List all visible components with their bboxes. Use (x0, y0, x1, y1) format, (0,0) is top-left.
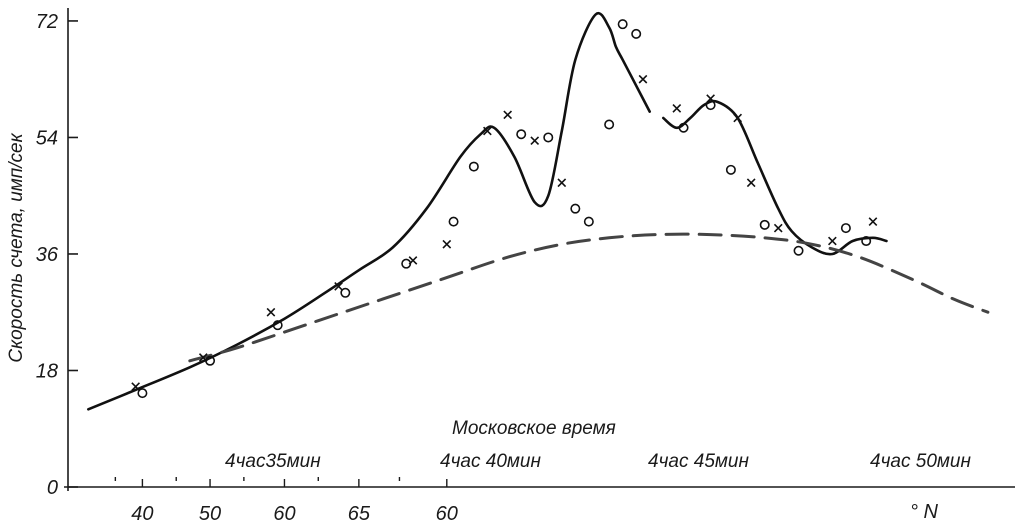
x-tick-label: 40 (131, 503, 153, 525)
solid-curve-2 (662, 99, 888, 256)
cross-point (773, 223, 783, 233)
circle-point (570, 203, 581, 214)
circle-point (759, 219, 770, 230)
time-label: 4час 50мин (870, 451, 971, 472)
circle-point (448, 216, 459, 227)
time-label: 4час35мин (225, 451, 321, 472)
cross-point (557, 178, 567, 188)
cross-point (827, 236, 837, 246)
x-axis-label: ° N (910, 501, 939, 523)
plot-area: 0 18 36 54 72 40 50 60 65 60 (36, 8, 1015, 525)
y-tick-label: 0 (47, 477, 58, 499)
cross-point (746, 178, 756, 188)
cross-point (198, 353, 208, 362)
circle-point (583, 216, 594, 227)
circle-point (840, 223, 851, 234)
circle-point (137, 388, 148, 399)
cross-point (334, 281, 343, 291)
y-tick-label: 36 (36, 244, 59, 266)
circle-point (705, 100, 716, 111)
circle-point (340, 287, 351, 298)
circle-point (725, 164, 736, 175)
cross-point (442, 239, 452, 249)
y-axis-label: Скорость счета, имп/сек (6, 132, 27, 362)
cross-point (706, 94, 715, 103)
y-tick-label: 54 (36, 127, 58, 149)
cross-point (503, 110, 513, 120)
x-tick-label: 60 (436, 503, 458, 525)
top-axis-labels: Московское время 4час35мин 4час 40мин 4ч… (225, 418, 971, 472)
circle-point (631, 28, 642, 39)
time-label: 4час 40мин (440, 451, 541, 472)
cross-point (638, 74, 648, 84)
cross-point (483, 126, 492, 136)
circle-point (468, 161, 479, 172)
y-tick-label: 72 (36, 11, 58, 33)
x-tick-label: 60 (273, 503, 295, 525)
cross-point (672, 103, 682, 113)
cross-point (868, 217, 878, 226)
circle-point (604, 119, 615, 130)
cross-point (131, 382, 141, 392)
x-tick-label: 65 (348, 503, 371, 525)
dashed-curve (188, 232, 990, 363)
circle-point (516, 129, 527, 140)
circle-point (793, 245, 804, 256)
cross-point (530, 136, 540, 146)
x-tick-label: 50 (199, 503, 221, 525)
circle-point (861, 236, 872, 247)
cross-point (733, 113, 743, 123)
top-axis-title: Московское время (452, 418, 616, 439)
circle-point (272, 320, 283, 331)
circle-point (617, 19, 628, 30)
solid-curve-1 (87, 11, 651, 411)
circle-point (543, 132, 554, 143)
cross-point (266, 307, 276, 317)
circle-point (678, 122, 689, 133)
time-label: 4час 45мин (648, 451, 749, 472)
cross-point (408, 256, 418, 265)
y-tick-label: 18 (36, 360, 58, 382)
